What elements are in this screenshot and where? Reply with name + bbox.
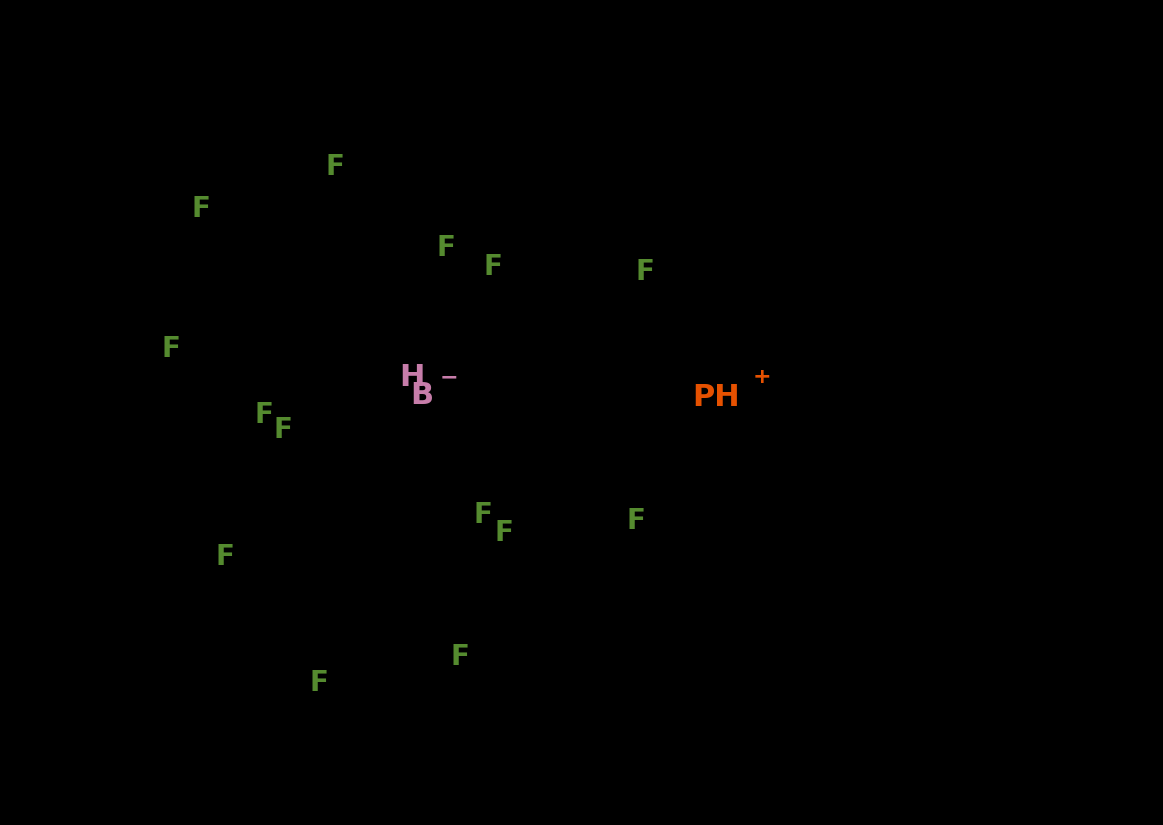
Text: F: F — [483, 252, 502, 280]
Text: +: + — [752, 367, 771, 387]
Text: F: F — [162, 335, 180, 363]
Text: F: F — [191, 195, 211, 223]
Text: F: F — [451, 644, 470, 672]
Text: F: F — [473, 501, 493, 529]
Text: F: F — [635, 258, 655, 286]
Text: F: F — [255, 401, 273, 429]
Text: F: F — [216, 543, 235, 571]
Text: −: − — [440, 368, 458, 388]
Text: B: B — [411, 381, 433, 410]
Text: F: F — [273, 416, 292, 444]
Text: F: F — [309, 668, 329, 696]
Text: F: F — [326, 153, 344, 181]
Text: PH: PH — [693, 384, 741, 412]
Text: F: F — [626, 507, 645, 535]
Text: F: F — [494, 518, 513, 546]
Text: H: H — [400, 363, 426, 392]
Text: F: F — [437, 233, 456, 262]
